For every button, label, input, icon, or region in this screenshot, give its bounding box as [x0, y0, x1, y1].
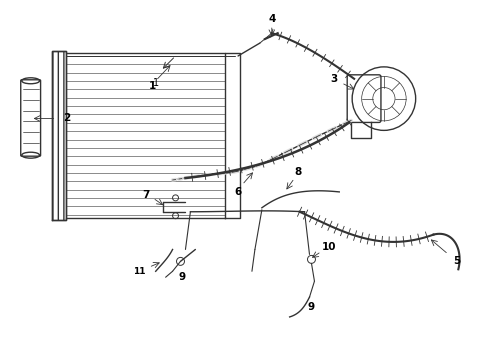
- Text: 1: 1: [152, 78, 159, 88]
- Text: 8: 8: [293, 167, 301, 177]
- Text: 9: 9: [307, 302, 314, 312]
- Text: 7: 7: [142, 190, 149, 200]
- Text: 3: 3: [330, 74, 337, 84]
- Text: 1: 1: [149, 81, 156, 91]
- Text: 10: 10: [322, 243, 336, 252]
- Text: 6: 6: [234, 187, 241, 197]
- Text: 2: 2: [62, 113, 70, 123]
- Text: 4: 4: [267, 14, 275, 24]
- Text: 11: 11: [132, 267, 145, 276]
- Text: 5: 5: [452, 256, 459, 266]
- Text: 9: 9: [179, 272, 185, 282]
